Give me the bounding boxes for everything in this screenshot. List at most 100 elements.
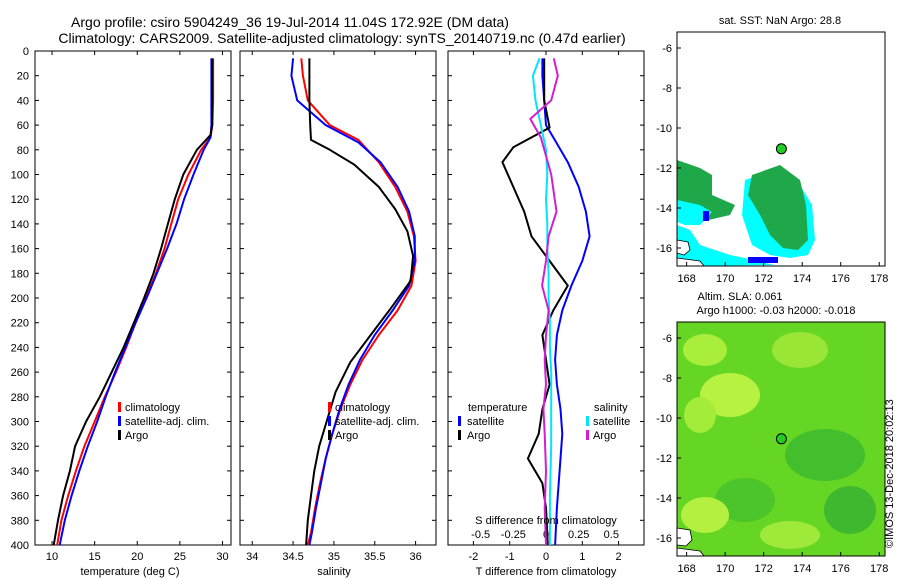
x-tick-label: 0 [543, 551, 549, 563]
sla-map-title-1: Altim. SLA: 0.061 [698, 291, 783, 303]
x-tick-label: 15 [89, 551, 101, 563]
salinity-profile-panel: 34 34.5 35 35.5 36 salinity climatology sate… [239, 50, 437, 578]
depth-tick-label: 200 [11, 293, 29, 305]
depth-tick-label: 120 [11, 194, 29, 206]
series-line-satellite-adj-clim- [290, 58, 416, 546]
x-tick-label: 34 [246, 551, 258, 563]
depth-tick-label: 320 [11, 441, 29, 453]
depth-tick-label: 40 [17, 95, 29, 107]
difference-legend: temperature satellite Argo salinity sate… [458, 402, 630, 442]
sla-map-title-2: Argo h1000: -0.03 h2000: -0.018 [696, 305, 855, 317]
legend-label-t-satellite: satellite [467, 416, 504, 428]
series-line-climatology [56, 58, 215, 546]
x-tick-label: 10 [46, 551, 58, 563]
depth-tick-label: 340 [11, 466, 29, 478]
sst-map-frame [676, 31, 886, 267]
sla-map-ticks: 168 170 172 174 176 178 -6 -8 -10 -12 -14 -16 [656, 333, 888, 575]
series-line-temperature-argo [501, 58, 569, 546]
sla-high-blob [700, 373, 760, 417]
temperature-lines [52, 58, 215, 546]
legend-swatch-climatology [118, 402, 121, 412]
legend-label-argo: Argo [125, 430, 148, 442]
temperature-profile-panel: 0 20 40 60 80 100 120 140 160 180 200 220 240 260 280 3… [11, 46, 232, 578]
sla-low-blob [824, 486, 876, 534]
map-y-tick-label: -12 [656, 163, 672, 175]
sst-map-title: sat. SST: NaN Argo: 28.8 [719, 15, 841, 27]
legend-swatch-s-satellite [586, 416, 589, 426]
depth-tick-label: 280 [11, 392, 29, 404]
legend-label-satellite: satellite-adj. clim. [125, 416, 209, 428]
map-x-tick-label: 170 [716, 273, 734, 285]
legend-swatch-argo [328, 430, 331, 440]
depth-tick-label: 300 [11, 417, 29, 429]
map-x-tick-label: 176 [832, 563, 850, 575]
depth-tick-label: 220 [11, 318, 29, 330]
series-line-argo [52, 58, 214, 546]
map-x-tick-label: 168 [677, 563, 695, 575]
salinity-axis-ticks: 34 34.5 35 35.5 36 [246, 51, 422, 563]
x-tick-label: 35 [328, 551, 340, 563]
temperature-axis-ticks: 10 15 20 25 30 [46, 51, 229, 563]
sla-map-frame [676, 321, 886, 557]
map-y-tick-label: -16 [656, 533, 672, 545]
legend-title-temperature: temperature [468, 402, 527, 414]
legend-swatch-t-satellite [458, 416, 461, 426]
legend-label-argo: Argo [335, 430, 358, 442]
x-tick-label: 34.5 [282, 551, 303, 563]
sst-blue-pixel [703, 211, 709, 221]
map-y-tick-label: -10 [656, 123, 672, 135]
map-x-tick-label: 174 [793, 563, 811, 575]
salinity-depth-tick-marks [240, 50, 436, 546]
sst-blue-strip [748, 257, 778, 263]
map-x-tick-label: 170 [716, 563, 734, 575]
map-y-tick-label: -16 [656, 243, 672, 255]
sst-warm-patch-east [748, 165, 808, 250]
series-line-argo [305, 58, 415, 546]
map-y-tick-label: -8 [662, 83, 672, 95]
difference-lines [501, 58, 591, 546]
map-x-tick-label: 168 [677, 273, 695, 285]
depth-tick-label: 0 [23, 46, 29, 58]
depth-tick-label: 80 [17, 145, 29, 157]
depth-tick-label: 360 [11, 491, 29, 503]
depth-tick-label: 160 [11, 244, 29, 256]
depth-tick-label: 100 [11, 170, 29, 182]
sst-map-ticks: 168 170 172 174 176 178 -6 -8 -10 -12 -14 -16 [656, 43, 888, 285]
legend-label-climatology: climatology [125, 402, 181, 414]
map-x-tick-label: 172 [754, 563, 772, 575]
x-tick-label: 20 [131, 551, 143, 563]
legend-label-t-argo: Argo [467, 430, 490, 442]
series-line-satellite-adj-clim- [58, 58, 213, 546]
sst-cool-patch-south [677, 225, 775, 266]
x-tick-label: 35.5 [364, 551, 385, 563]
temperature-axis-label: temperature (deg C) [80, 566, 179, 578]
map-x-tick-label: 176 [832, 273, 850, 285]
map-x-tick-label: 174 [793, 273, 811, 285]
depth-tick-label: 140 [11, 219, 29, 231]
temperature-plot-frame [34, 50, 232, 546]
depth-tick-label: 260 [11, 367, 29, 379]
map-x-tick-label: 178 [870, 563, 888, 575]
salinity-axis-label: salinity [317, 566, 351, 578]
t-difference-axis-ticks: -2 -1 0 1 2 [469, 51, 622, 563]
map-y-tick-label: -14 [656, 493, 672, 505]
figure-title-line-1: Argo profile: csiro 5904249_36 19-Jul-20… [71, 14, 509, 30]
legend-swatch-climatology [328, 402, 331, 412]
sla-high-blob [683, 334, 727, 366]
imos-credit: ©IMOS 13-Dec-2018 20:02:13 [884, 399, 896, 548]
legend-label-climatology: climatology [335, 402, 391, 414]
depth-axis-ticks: 0 20 40 60 80 100 120 140 160 180 200 220 240 260 280 3… [11, 46, 231, 552]
sst-argo-position-marker [775, 143, 787, 155]
salinity-plot-frame [239, 50, 437, 546]
map-y-tick-label: -14 [656, 203, 672, 215]
temperature-legend: climatology satellite-adj. clim. Argo [118, 402, 209, 442]
map-x-tick-label: 172 [754, 273, 772, 285]
s-difference-tick-label: -0.5 [471, 529, 490, 541]
sst-map-panel: sat. SST: NaN Argo: 28.8 168 170 172 174 176… [656, 15, 888, 285]
legend-swatch-t-argo [458, 430, 461, 440]
t-difference-axis-label: T difference from climatology [476, 566, 617, 578]
depth-tick-label: 180 [11, 268, 29, 280]
x-tick-label: 30 [216, 551, 228, 563]
x-tick-label: 1 [579, 551, 585, 563]
